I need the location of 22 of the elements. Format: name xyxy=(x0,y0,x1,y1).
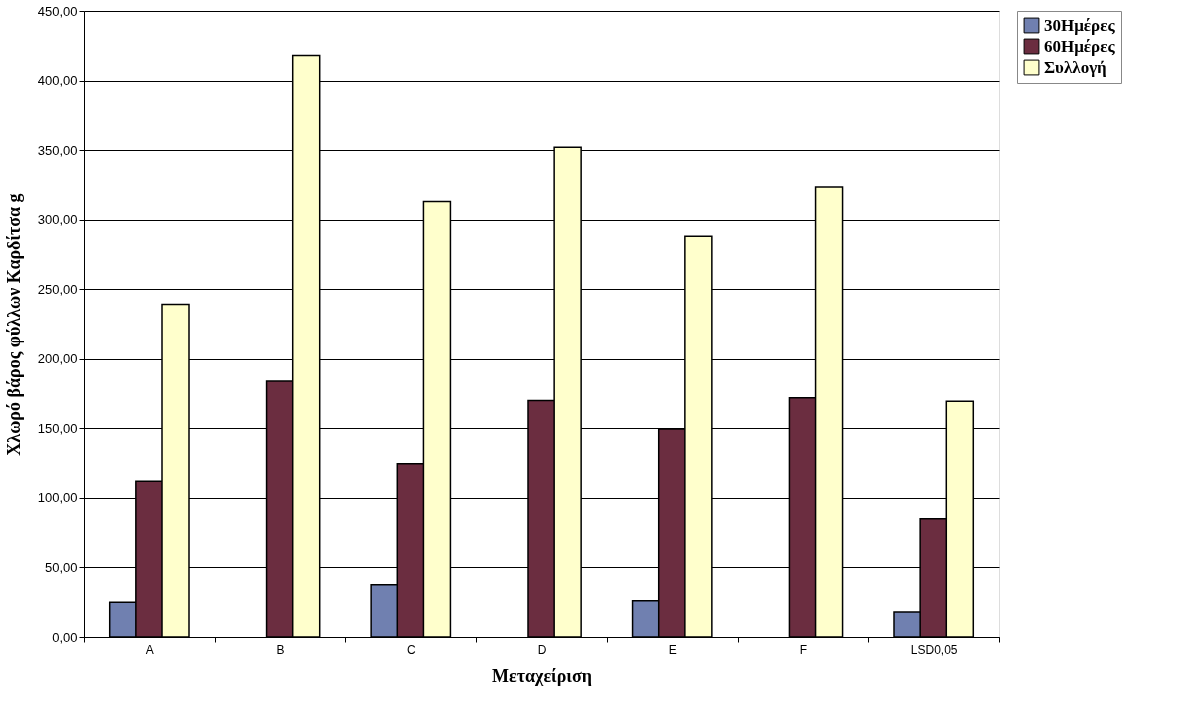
legend-label: 60Ημέρες xyxy=(1044,36,1116,56)
y-axis-title: Χλωρό βάρος φύλλων Καρδίτσα g xyxy=(3,193,24,456)
x-axis-title: Μεταχείριση xyxy=(492,665,592,686)
y-tick-label: 0,00 xyxy=(52,629,78,645)
x-tick-label: A xyxy=(145,642,154,657)
x-tick-label: F xyxy=(799,642,808,657)
y-tick-label: 100,00 xyxy=(37,490,78,506)
x-tick-label: D xyxy=(537,642,547,657)
y-tick-label: 200,00 xyxy=(37,351,78,367)
y-tick-label: 450,00 xyxy=(37,3,78,19)
x-tick-label: B xyxy=(276,642,285,657)
legend-label: Συλλογή xyxy=(1044,57,1107,77)
y-tick-label: 350,00 xyxy=(37,142,78,158)
y-tick-label: 250,00 xyxy=(37,281,78,297)
y-tick-label: 400,00 xyxy=(37,73,78,89)
y-tick-label: 300,00 xyxy=(37,212,78,228)
x-tick-label: LSD0,05 xyxy=(910,642,958,657)
x-tick-label: E xyxy=(668,642,677,657)
y-tick-label: 150,00 xyxy=(37,420,78,436)
y-tick-label: 50,00 xyxy=(44,559,78,575)
legend-label: 30Ημέρες xyxy=(1044,15,1116,35)
x-tick-label: C xyxy=(406,642,416,657)
